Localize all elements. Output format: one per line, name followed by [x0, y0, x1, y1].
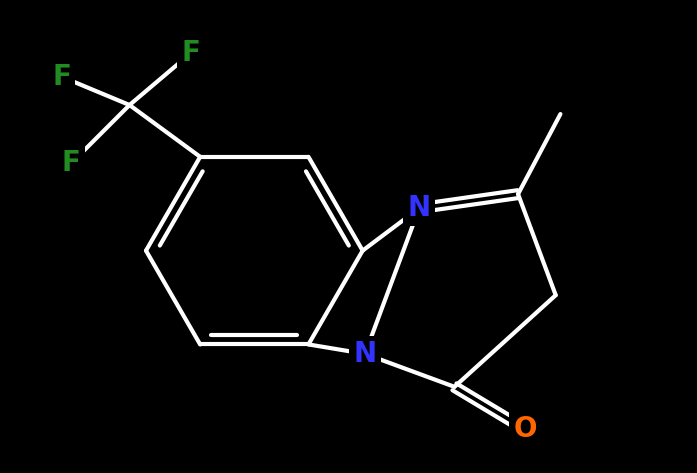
Text: O: O	[514, 415, 537, 443]
Text: F: F	[52, 63, 71, 91]
Text: N: N	[408, 194, 431, 222]
Text: F: F	[181, 39, 200, 67]
Text: F: F	[61, 149, 81, 177]
Text: N: N	[353, 340, 376, 368]
